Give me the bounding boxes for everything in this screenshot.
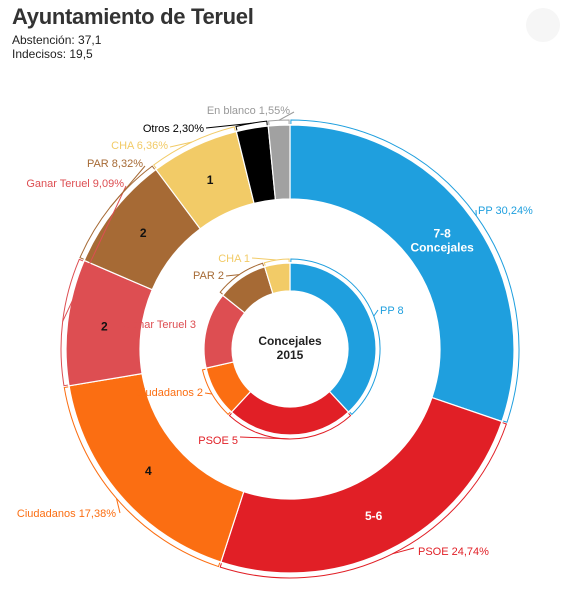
inner-label-text-pp: PP 8 <box>380 305 404 317</box>
seat-label-ciudadanos: 4 <box>145 464 152 478</box>
outer-slice-psoe <box>220 396 503 574</box>
seat-label-cha: 1 <box>207 173 214 187</box>
inner-label-par: PAR 2 <box>193 262 265 295</box>
outer-label-text-otros: Otros 2,30% <box>143 123 204 135</box>
outer-label-en-blanco: En blanco 1,55% <box>207 105 295 126</box>
outer-label-text-en-blanco: En blanco 1,55% <box>207 105 290 117</box>
outer-label-text-ciudadanos: Ciudadanos 17,38% <box>17 508 116 520</box>
chart-labels: 7-8 Concejales 5-6 4 2 2 1 PP 30,24% PSOE 24,74%… <box>17 105 533 579</box>
corner-circle <box>526 8 560 42</box>
inner-label-text-cha: CHA 1 <box>218 253 250 265</box>
outer-label-text-cha: CHA 6,36% <box>111 140 168 152</box>
inner-slice-cha <box>263 262 291 295</box>
seat-label-ganar-teruel: 2 <box>101 319 108 333</box>
inner-label-ciudadanos: Ciudadanos 2 <box>135 368 231 416</box>
outer-label-pp: PP 30,24% <box>290 119 533 423</box>
chart-header: Ayuntamiento de Teruel Abstención: 37,1 … <box>12 4 254 61</box>
inner-label-ganar-teruel: Ganar Teruel 3 <box>123 319 196 331</box>
outer-label-text-pp: PP 30,24% <box>478 205 533 217</box>
outer-label-par: PAR 8,32% <box>79 158 156 260</box>
outer-label-psoe: PSOE 24,74% <box>219 422 508 579</box>
inner-label-text-psoe: PSOE 5 <box>198 435 238 447</box>
outer-label-ciudadanos: Ciudadanos 17,38% <box>17 386 221 568</box>
seat-label-pp: 7-8 Concejales <box>410 226 474 254</box>
outer-label-text-psoe: PSOE 24,74% <box>418 546 489 558</box>
chart-title: Ayuntamiento de Teruel <box>12 4 254 29</box>
outer-slice-en-blanco <box>267 124 291 201</box>
inner-label-text-ciudadanos: Ciudadanos 2 <box>135 387 203 399</box>
outer-slice-pp <box>289 124 515 423</box>
inner-label-text-ganar-teruel: Ganar Teruel 3 <box>123 319 196 331</box>
center-label-line-2: 2015 <box>277 348 304 362</box>
outer-label-text-ganar-teruel: Ganar Teruel 9,09% <box>26 178 124 190</box>
indecisos-text: Indecisos: 19,5 <box>12 47 93 61</box>
inner-label-psoe: PSOE 5 <box>198 413 352 447</box>
seat-label-par: 2 <box>140 226 147 240</box>
inner-slice-pp <box>289 262 377 413</box>
center-label: Concejales 2015 <box>258 334 322 362</box>
inner-slice-psoe <box>230 390 350 436</box>
outer-ring <box>65 124 515 574</box>
abstencion-text: Abstención: 37,1 <box>12 33 102 47</box>
inner-label-cha: CHA 1 <box>218 253 290 266</box>
inner-label-text-par: PAR 2 <box>193 270 224 282</box>
seat-label-psoe: 5-6 <box>365 509 383 523</box>
inner-ring <box>203 262 377 436</box>
outer-label-text-par: PAR 8,32% <box>87 158 143 170</box>
center-label-line-1: Concejales <box>258 334 322 348</box>
inner-label-pp: PP 8 <box>290 258 404 416</box>
outer-label-cha: CHA 6,36% <box>111 126 236 169</box>
outer-label-ganar-teruel: Ganar Teruel 9,09% <box>26 178 127 387</box>
outer-label-otros: Otros 2,30% <box>143 120 268 135</box>
